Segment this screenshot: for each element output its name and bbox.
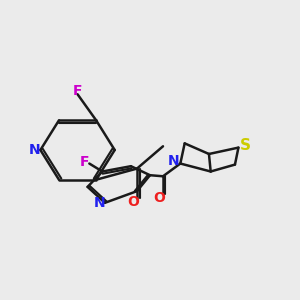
Text: F: F [80, 155, 90, 169]
Text: N: N [28, 143, 40, 157]
Text: O: O [127, 195, 139, 209]
Text: F: F [73, 84, 82, 98]
Text: N: N [94, 196, 105, 210]
Text: N: N [168, 154, 179, 168]
Text: S: S [240, 138, 250, 153]
Text: O: O [153, 191, 165, 205]
